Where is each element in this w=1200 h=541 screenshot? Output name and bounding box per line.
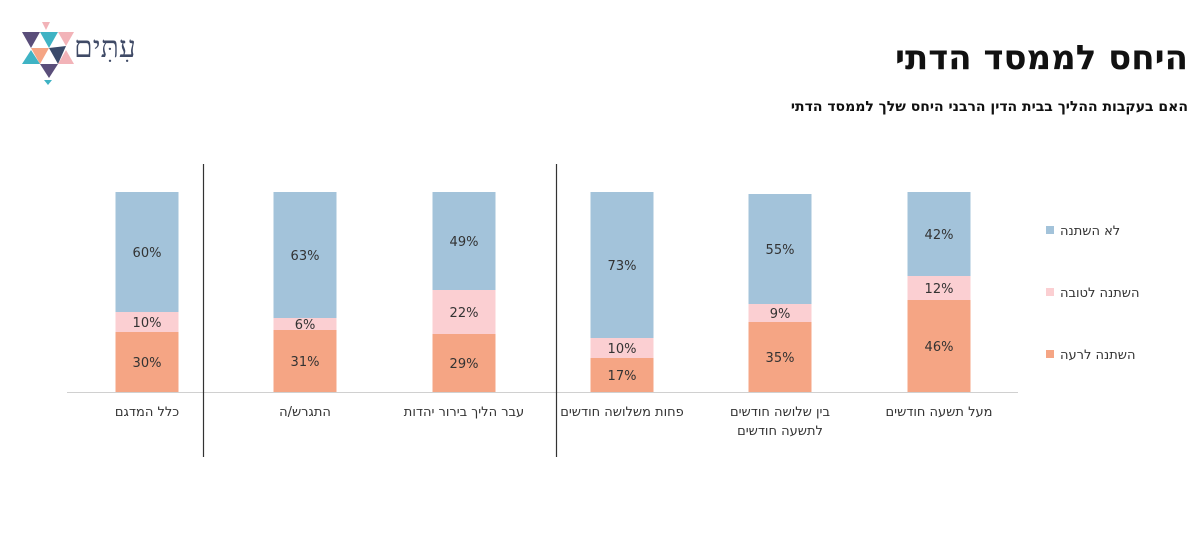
category-label: כלל המדגם: [115, 405, 179, 420]
bar-segment: [273, 330, 337, 392]
legend-swatch: [1046, 226, 1054, 234]
data-label: 49%: [450, 235, 479, 250]
bar-segment: [115, 312, 179, 332]
bar-segment: [115, 332, 179, 392]
data-label: 63%: [291, 249, 320, 264]
category-label: עבר הליך בירור יהדות: [404, 405, 524, 420]
data-label: 12%: [925, 282, 954, 297]
legend-swatch: [1046, 350, 1054, 358]
data-label: 22%: [450, 306, 479, 321]
bar-segment: [590, 192, 654, 338]
legend-label: השתנה לטובה: [1060, 286, 1139, 301]
data-label: 17%: [608, 369, 637, 384]
logo: [18, 20, 168, 85]
bar-segment: [590, 338, 654, 358]
page-subtitle: האם בעקבות ההליך בבית הדין הרבני היחס של…: [790, 99, 1188, 115]
category-label: התגרש/ה: [279, 405, 331, 420]
bar-segment: [748, 304, 812, 322]
data-label: 29%: [450, 357, 479, 372]
bar-segment: [432, 290, 496, 334]
legend-swatch: [1046, 288, 1054, 296]
legend-label: לא השתנה: [1060, 224, 1120, 239]
data-label: 42%: [925, 228, 954, 243]
bar-segment: [273, 192, 337, 318]
logo-text: עִתִּים: [74, 30, 136, 65]
data-label: 60%: [133, 246, 162, 261]
category-label: פחות משלושה חודשים: [560, 405, 684, 420]
bar-segment: [907, 276, 971, 300]
data-label: 73%: [608, 259, 637, 274]
bar-segment: [432, 192, 496, 290]
page-title: היחס לממסד הדתי: [895, 38, 1188, 78]
bar-segment: [748, 194, 812, 304]
category-label: לתשעה חודשים: [737, 424, 823, 439]
category-label: מעל תשעה חודשים: [886, 405, 993, 420]
data-label: 31%: [291, 355, 320, 370]
data-label: 10%: [133, 316, 162, 331]
bar-segment: [273, 318, 337, 330]
data-label: 6%: [295, 318, 316, 333]
data-label: 10%: [608, 342, 637, 357]
data-label: 55%: [766, 243, 795, 258]
data-label: 46%: [925, 340, 954, 355]
bar-segment: [115, 192, 179, 312]
star-of-david-icon: [22, 22, 74, 85]
bar-segment: [907, 192, 971, 276]
data-label: 30%: [133, 356, 162, 371]
data-label: 9%: [770, 307, 791, 322]
bar-segment: [432, 334, 496, 392]
bar-segment: [590, 358, 654, 392]
data-label: 35%: [766, 351, 795, 366]
category-label: בין שלושה חודשים: [730, 405, 830, 420]
legend-label: השתנה לרעה: [1060, 348, 1135, 363]
bar-segment: [907, 300, 971, 392]
bar-segment: [748, 322, 812, 392]
